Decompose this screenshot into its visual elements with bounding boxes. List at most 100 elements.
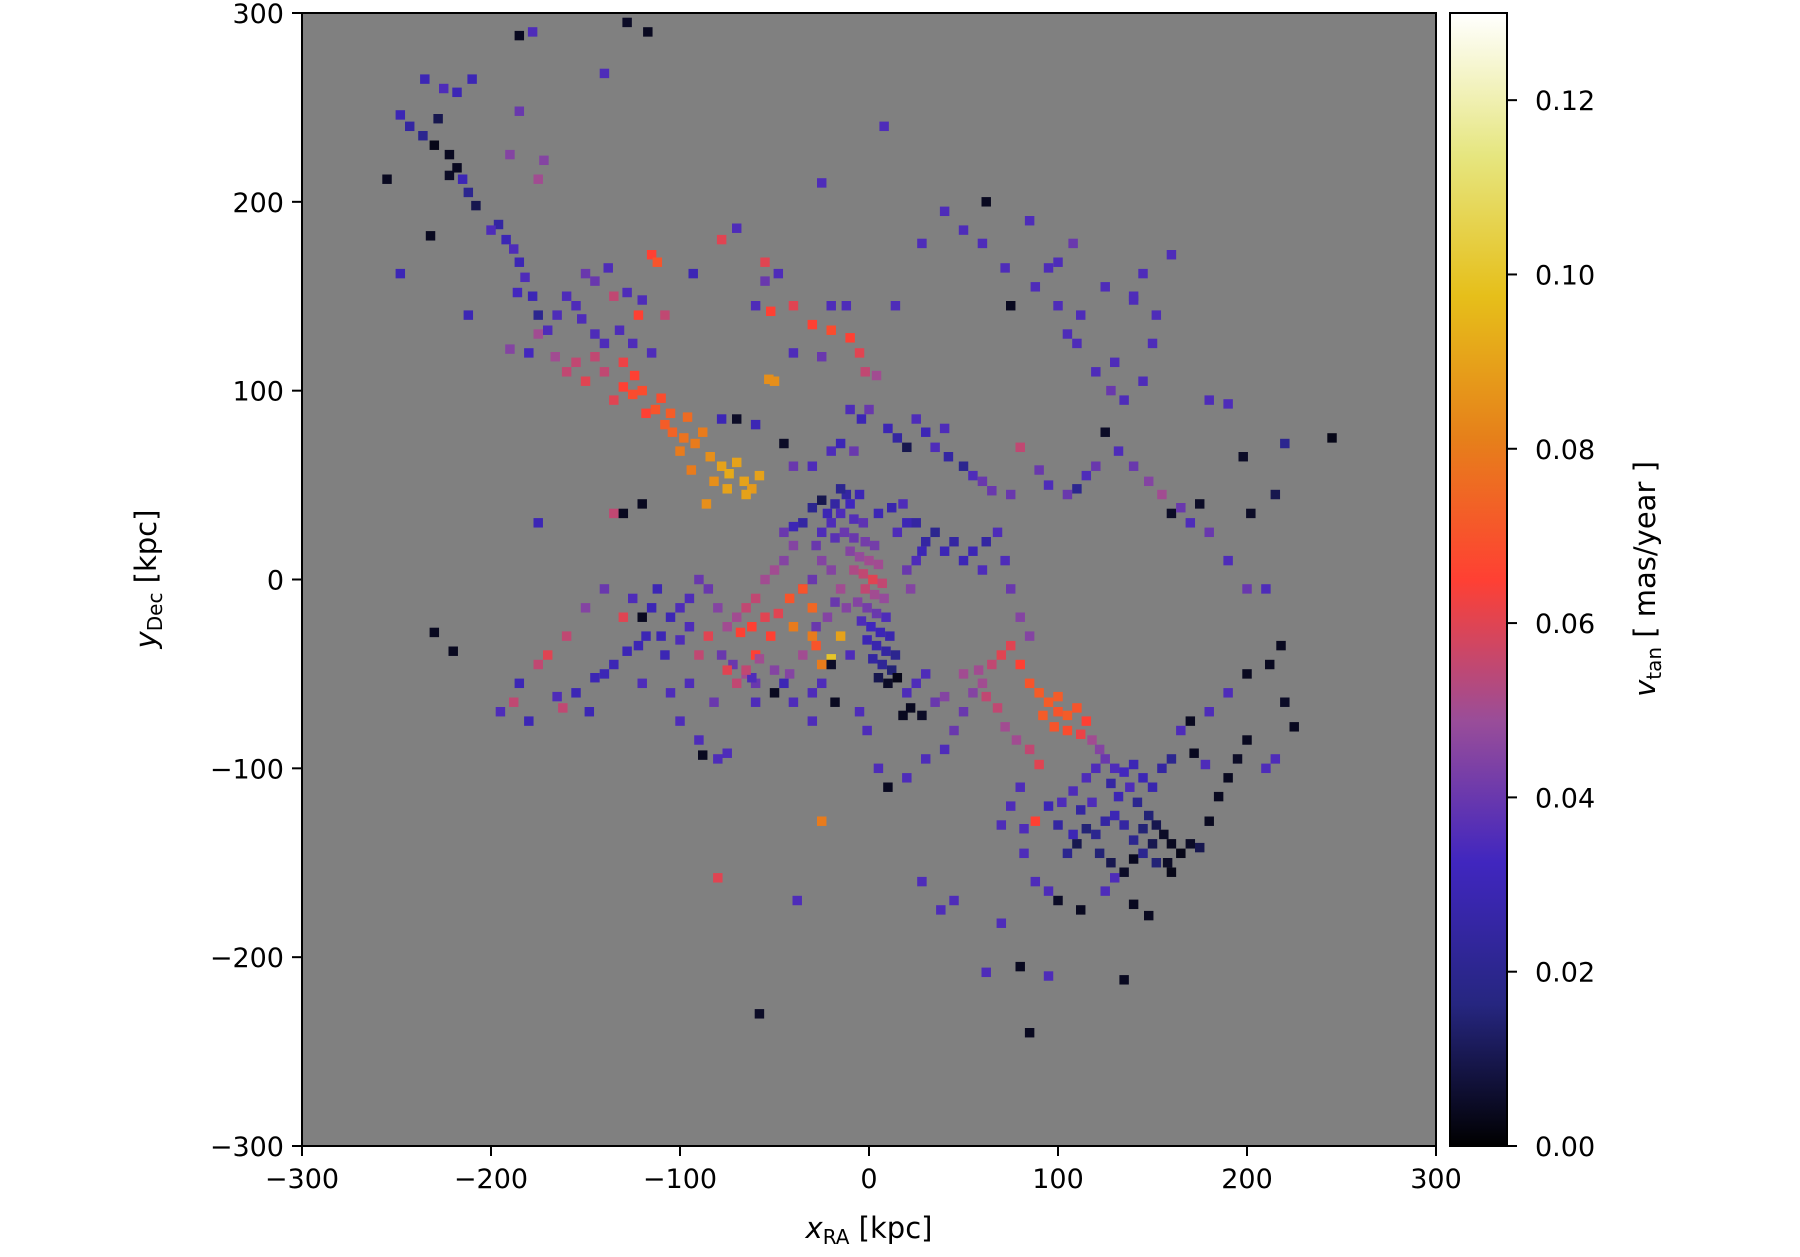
heatmap-bin [1128,854,1139,864]
heatmap-bin [590,673,600,683]
heatmap-bin [784,593,795,604]
heatmap-bin [958,225,969,235]
heatmap-bin [852,597,863,607]
heatmap-bin [1261,763,1271,774]
heatmap-bin [807,503,818,513]
heatmap-bin [1157,763,1167,774]
heatmap-bin [871,370,882,381]
heatmap-bin [1034,759,1044,770]
heatmap-bin [425,231,436,241]
colorbar-tick-label: 0.08 [1535,435,1595,466]
heatmap-bin [1276,640,1286,651]
heatmap-bin [798,518,808,528]
heatmap-bin [835,584,846,594]
heatmap-bin [628,389,638,400]
heatmap-bin [868,654,878,664]
heatmap-bin [452,163,462,173]
heatmap-bin [779,527,789,538]
heatmap-bin [643,27,653,37]
heatmap-bin [873,673,884,683]
x-tick-label: −200 [454,1164,528,1195]
heatmap-bin [527,27,538,37]
heatmap-bin [690,438,700,449]
heatmap-bin [580,268,591,279]
heatmap-bin [1091,763,1101,774]
heatmap-bin [826,654,836,664]
heatmap-bin [527,291,538,301]
heatmap-bin [1157,489,1167,500]
heatmap-bin [769,376,780,386]
heatmap-bin [1072,338,1082,349]
heatmap-bin [1053,707,1063,717]
heatmap-bin [873,763,884,774]
heatmap-bin [830,499,840,509]
heatmap-bin [1000,555,1010,566]
heatmap-bin [860,367,870,377]
heatmap-bin [981,967,991,978]
heatmap-bin [660,650,670,660]
heatmap-bin [618,357,629,368]
heatmap-bin [514,106,525,116]
heatmap-bin [732,223,742,233]
heatmap-bin [826,565,836,575]
colorbar-tick-label: 0.10 [1535,260,1595,291]
heatmap-bin [444,170,455,181]
heatmap-bin [1270,754,1281,764]
heatmap-bin [590,352,600,362]
heatmap-bin [817,527,827,538]
heatmap-bin [902,565,912,575]
heatmap-bin [866,622,876,632]
heatmap-bin [1106,858,1116,868]
heatmap-bin [747,484,757,494]
x-tick-label: −300 [265,1164,339,1195]
heatmap-bin [917,710,927,721]
heatmap-bin [911,518,921,528]
heatmap-bin [943,452,954,462]
y-tick-label: 300 [232,0,284,30]
x-axis-ticks: −300 −200 −100 0 100 200 300 [265,1146,1462,1195]
colorbar-ticks: 0.00 0.02 0.04 0.06 0.08 0.10 0.12 [1507,86,1595,1163]
y-tick-label: 100 [232,377,284,408]
heatmap-bin [845,404,855,415]
heatmap-bin [807,574,818,585]
heatmap-bin [1091,829,1101,840]
heatmap-bin [709,697,719,707]
heatmap-bin [533,310,543,320]
heatmap-bin [877,659,887,670]
heatmap-bin [1166,754,1177,764]
heatmap-bin [1072,839,1082,849]
heatmap-bin [1006,640,1016,651]
heatmap-bin [675,635,685,645]
heatmap-bin [1204,395,1214,405]
heatmap-bin [868,574,878,585]
heatmap-bin [890,301,901,311]
heatmap-bin [779,438,789,449]
heatmap-bin [675,446,685,456]
x-tick-label: 300 [1410,1164,1462,1195]
heatmap-bin [902,773,912,783]
heatmap-bin [1270,489,1281,500]
heatmap-bin [860,584,870,594]
heatmap-bin [905,584,916,594]
heatmap-bin [1019,824,1029,834]
heatmap-bin [1015,442,1025,453]
heatmap-bin [467,74,477,84]
heatmap-bin [996,918,1007,928]
heatmap-bin [713,873,723,883]
heatmap-bin [703,584,714,594]
heatmap-bin [854,348,865,358]
heatmap-bin [1000,263,1010,273]
heatmap-bin [996,820,1007,830]
heatmap-bin [930,697,940,707]
heatmap-bin [732,414,742,424]
heatmap-bin [1043,480,1054,490]
heatmap-bin [841,489,852,500]
heatmap-bin [629,370,640,381]
heatmap-bin [883,782,893,792]
heatmap-bin [784,669,795,679]
heatmap-bin [1034,688,1044,698]
heatmap-bin [1144,810,1154,821]
heatmap-bin [921,754,931,764]
heatmap-bin [1185,716,1196,726]
heatmap-bin [885,631,895,641]
